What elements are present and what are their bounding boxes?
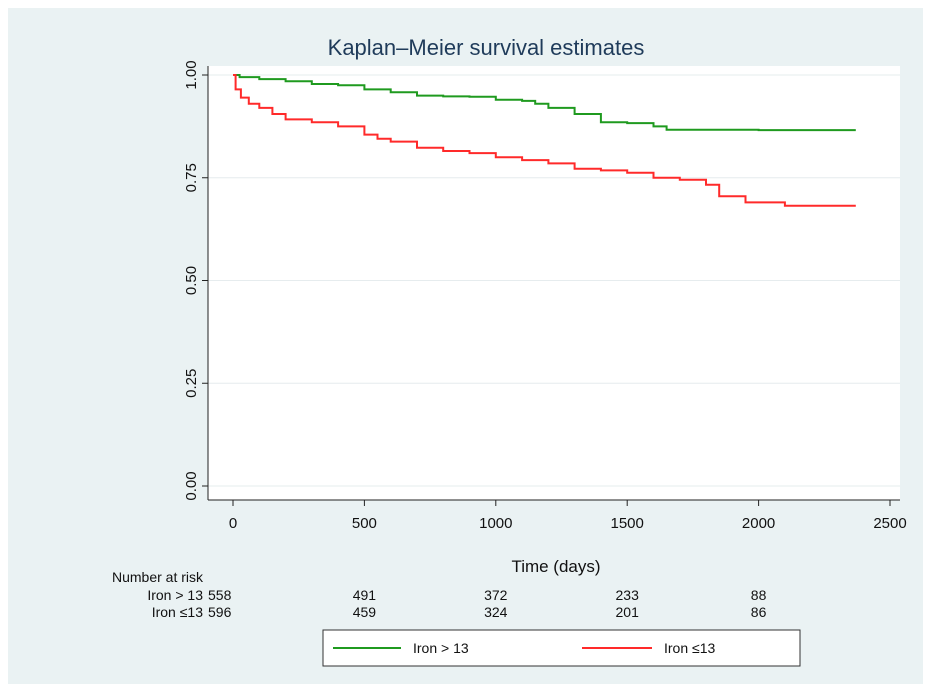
- x-axis-title: Time (days): [511, 557, 600, 576]
- risk-value-1-2: 324: [484, 604, 508, 620]
- chart-figure: 0.00 0.25 0.50 0.75 1.00 0 500 1000 1500 2000 2500…: [8, 8, 923, 684]
- risk-value-0-3: 233: [616, 587, 640, 603]
- risk-value-0-4: 88: [751, 587, 767, 603]
- legend-label-1: Iron ≤13: [664, 640, 715, 656]
- risk-table: Number at risk Iron > 13 558 491 372 233 88 Iro…: [112, 569, 767, 620]
- risk-value-1-4: 86: [751, 604, 767, 620]
- risk-value-0-0: 558: [208, 587, 232, 603]
- x-tick-label-5: 2500: [873, 515, 906, 532]
- risk-value-0-2: 372: [484, 587, 508, 603]
- km-chart: 0.00 0.25 0.50 0.75 1.00 0 500 1000 1500 2000 2500…: [8, 8, 923, 684]
- plot-area: [208, 66, 900, 500]
- risk-table-header: Number at risk: [112, 569, 204, 585]
- risk-row-label-0: Iron > 13: [147, 587, 203, 603]
- risk-value-1-1: 459: [353, 604, 377, 620]
- y-tick-label-1: 0.25: [183, 369, 200, 398]
- chart-title: Kaplan–Meier survival estimates: [328, 35, 645, 60]
- y-tick-label-0: 0.00: [183, 471, 200, 500]
- x-tick-label-4: 2000: [742, 515, 775, 532]
- x-tick-label-1: 500: [352, 515, 377, 532]
- risk-value-0-1: 491: [353, 587, 377, 603]
- risk-row-label-1: Iron ≤13: [152, 604, 203, 620]
- legend: Iron > 13 Iron ≤13: [323, 630, 800, 666]
- legend-label-0: Iron > 13: [413, 640, 469, 656]
- x-tick-label-2: 1000: [479, 515, 512, 532]
- y-tick-label-3: 0.75: [183, 163, 200, 192]
- risk-value-1-3: 201: [616, 604, 640, 620]
- x-tick-label-0: 0: [229, 515, 237, 532]
- x-tick-label-3: 1500: [611, 515, 644, 532]
- y-tick-label-4: 1.00: [183, 60, 200, 89]
- risk-value-1-0: 596: [208, 604, 232, 620]
- y-tick-label-2: 0.50: [183, 266, 200, 295]
